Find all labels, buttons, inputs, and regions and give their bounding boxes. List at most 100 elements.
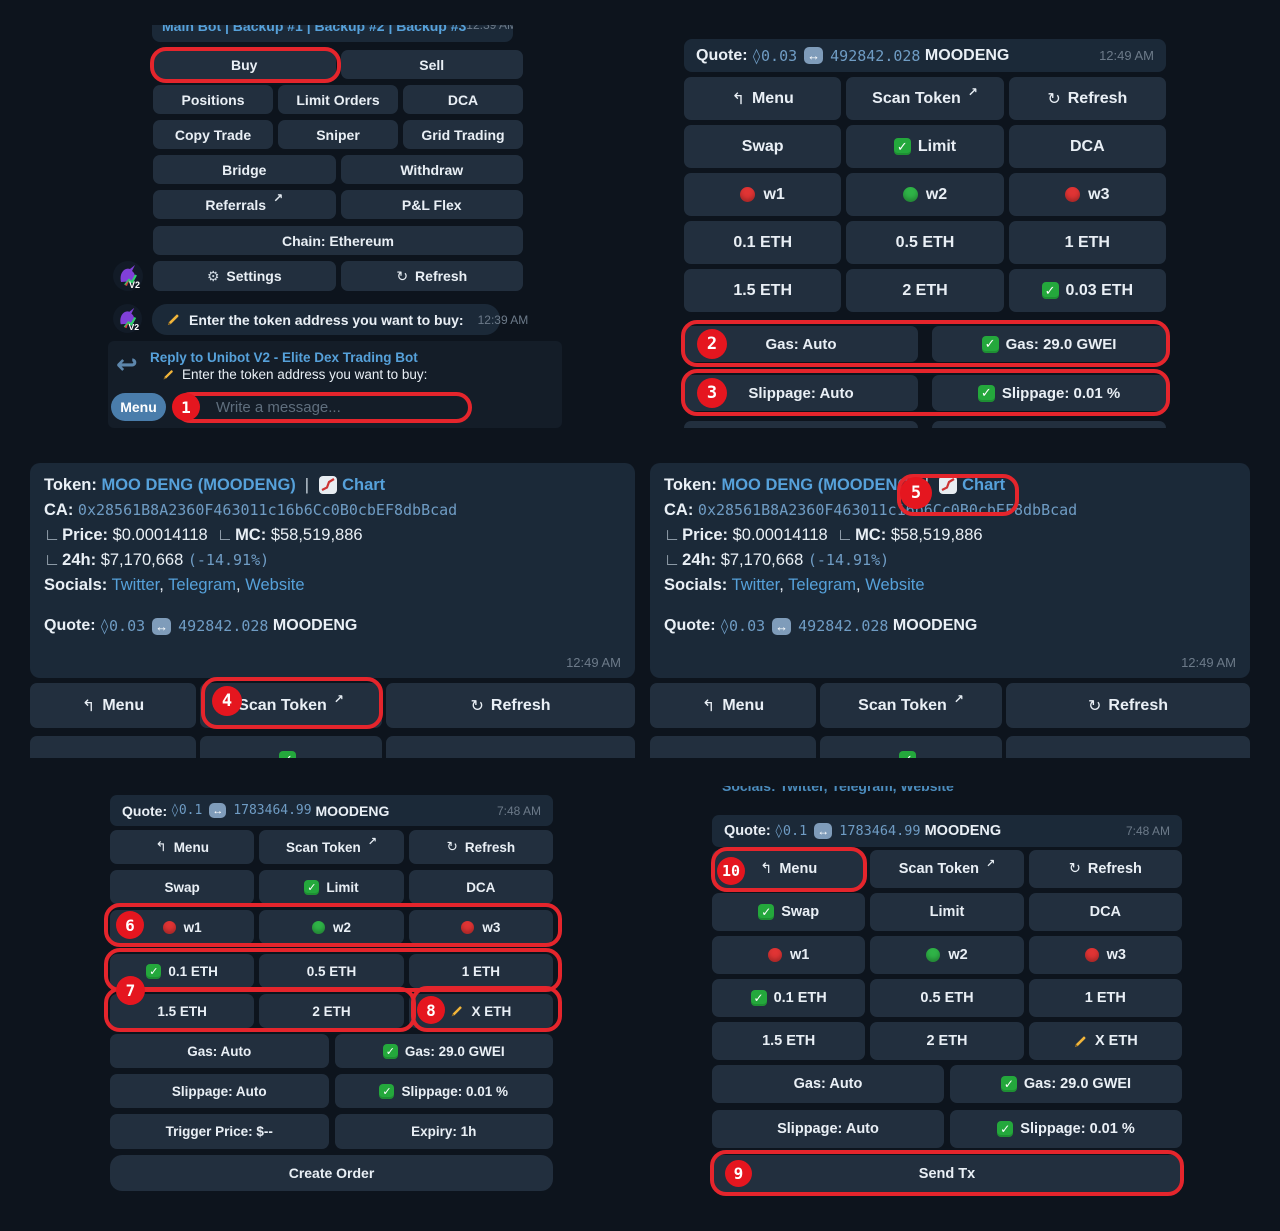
amount-1-5-eth-button[interactable]: 1.5 ETH	[110, 994, 255, 1028]
bridge-button[interactable]: Bridge	[153, 155, 336, 184]
amount-1-eth-button[interactable]: 1 ETH	[408, 954, 553, 988]
telegram-link[interactable]: Telegram	[788, 576, 857, 594]
gas-auto-button[interactable]: Gas: Auto	[712, 1065, 944, 1103]
withdraw-button[interactable]: Withdraw	[340, 155, 523, 184]
send-tx-button[interactable]: Send Tx	[712, 1155, 1182, 1193]
create-order-button[interactable]: Create Order	[110, 1155, 553, 1191]
bot-avatar[interactable]: V2	[113, 304, 142, 338]
amount-1-eth-button[interactable]: 1 ETH	[1008, 221, 1166, 264]
amount-0-1-eth-button[interactable]: ✓ 0.1 ETH	[110, 954, 255, 988]
reply-title[interactable]: Reply to Unibot V2 - Elite Dex Trading B…	[150, 350, 418, 365]
scan-token-button[interactable]: Scan Token ↗	[820, 683, 1002, 728]
limit-orders-button[interactable]: Limit Orders	[278, 85, 398, 114]
wallet-3-button[interactable]: w3	[1008, 173, 1166, 216]
chart-icon	[319, 476, 338, 494]
slippage-auto-button[interactable]: Slippage: Auto	[712, 1110, 944, 1148]
amount-0-1-eth-button[interactable]: ✓ 0.1 ETH	[712, 979, 866, 1017]
menu-button[interactable]: ↰ Menu	[110, 830, 255, 864]
refresh-button[interactable]: ↻ Refresh	[386, 683, 635, 728]
ca-line: CA: 0x28561B8A2360F463011c16b6Cc0B0cbEF8…	[664, 501, 1078, 519]
gas-auto-button[interactable]: Gas: Auto	[110, 1034, 329, 1068]
gas-auto-button[interactable]: Gas: Auto	[684, 326, 918, 362]
contract-address[interactable]: 0x28561B8A2360F463011c16b6Cc0B0cbEF8dbBc…	[697, 501, 1078, 519]
pnl-flex-button[interactable]: P&L Flex	[340, 190, 523, 219]
slippage-auto-button[interactable]: Slippage: Auto	[110, 1074, 329, 1108]
wallet-3-button[interactable]: w3	[1028, 936, 1182, 974]
swap-tab-button[interactable]: Swap	[110, 870, 255, 904]
amount-0-5-eth-button[interactable]: 0.5 ETH	[259, 954, 404, 988]
buy-button[interactable]: Buy	[153, 50, 336, 79]
amount-0-5-eth-button[interactable]: 0.5 ETH	[870, 979, 1024, 1017]
scan-token-button[interactable]: Scan Token ↗	[846, 77, 1004, 120]
clipped-button	[932, 421, 1166, 428]
message-input[interactable]: Write a message...	[216, 399, 341, 416]
referrals-button[interactable]: Referrals ↗	[153, 190, 336, 219]
wallet-2-button[interactable]: w2	[870, 936, 1024, 974]
positions-button[interactable]: Positions	[153, 85, 273, 114]
sniper-button[interactable]: Sniper	[278, 120, 398, 149]
amount-1-eth-button[interactable]: 1 ETH	[1028, 979, 1182, 1017]
wallet-1-button[interactable]: w1	[712, 936, 866, 974]
website-link[interactable]: Website	[245, 576, 305, 594]
scan-token-button[interactable]: Scan Token ↗	[870, 850, 1024, 888]
sell-button[interactable]: Sell	[340, 50, 523, 79]
slippage-value-button[interactable]: ✓ Slippage: 0.01 %	[950, 1110, 1182, 1148]
socials-line: Socials: Twitter, Telegram, Website	[664, 576, 925, 594]
dca-tab-button[interactable]: DCA	[1008, 125, 1166, 168]
limit-tab-button[interactable]: ✓ Limit	[846, 125, 1004, 168]
chain-button[interactable]: Chain: Ethereum	[153, 226, 523, 255]
menu-back-icon: ↰	[760, 861, 773, 877]
scan-token-button[interactable]: Scan Token ↗	[259, 830, 404, 864]
wallet-1-button[interactable]: w1	[684, 173, 842, 216]
chart-link[interactable]: Chart	[962, 475, 1006, 494]
wallet-3-button[interactable]: w3	[408, 910, 553, 944]
amount-2-eth-button[interactable]: 2 ETH	[870, 1022, 1024, 1060]
menu-button[interactable]: ↰ Menu	[650, 683, 816, 728]
amount-1-5-eth-button[interactable]: 1.5 ETH	[712, 1022, 866, 1060]
amount-1-5-eth-button[interactable]: 1.5 ETH	[684, 269, 842, 312]
limit-tab-button[interactable]: ✓ Limit	[259, 870, 404, 904]
slippage-value-button[interactable]: ✓ Slippage: 0.01 %	[334, 1074, 553, 1108]
chart-link[interactable]: Chart	[342, 475, 386, 494]
wallet-2-button[interactable]: w2	[846, 173, 1004, 216]
wallet-2-button[interactable]: w2	[259, 910, 404, 944]
bot-avatar[interactable]: V2	[113, 261, 143, 296]
menu-pill-button[interactable]: Menu	[111, 393, 166, 421]
website-link[interactable]: Website	[865, 576, 925, 594]
swap-tab-button[interactable]: ✓ Swap	[712, 893, 866, 931]
expiry-button[interactable]: Expiry: 1h	[334, 1114, 553, 1149]
dca-tab-button[interactable]: DCA	[1028, 893, 1182, 931]
refresh-button[interactable]: ↻ Refresh	[408, 830, 553, 864]
refresh-button[interactable]: ↻ Refresh	[340, 261, 523, 291]
menu-button[interactable]: ↰ Menu	[684, 77, 842, 120]
token-name-link[interactable]: MOO DENG (MOODENG)	[721, 475, 916, 494]
refresh-button[interactable]: ↻ Refresh	[1028, 850, 1182, 888]
gas-value-button[interactable]: ✓ Gas: 29.0 GWEI	[950, 1065, 1182, 1103]
amount-2-eth-button[interactable]: 2 ETH	[259, 994, 404, 1028]
telegram-link[interactable]: Telegram	[168, 576, 237, 594]
menu-button[interactable]: ↰ Menu	[30, 683, 196, 728]
bot-switch-links[interactable]: Main Bot | Backup #1 | Backup #2 | Backu…	[162, 25, 467, 34]
grid-trading-button[interactable]: Grid Trading	[403, 120, 523, 149]
amount-2-eth-button[interactable]: 2 ETH	[846, 269, 1004, 312]
amount-0-03-eth-button[interactable]: ✓ 0.03 ETH	[1008, 269, 1166, 312]
dca-tab-button[interactable]: DCA	[408, 870, 553, 904]
dca-button[interactable]: DCA	[403, 85, 523, 114]
trigger-price-button[interactable]: Trigger Price: $--	[110, 1114, 329, 1149]
twitter-link[interactable]: Twitter	[111, 576, 160, 594]
refresh-button[interactable]: ↻ Refresh	[1008, 77, 1166, 120]
amount-0-5-eth-button[interactable]: 0.5 ETH	[846, 221, 1004, 264]
copy-trade-button[interactable]: Copy Trade	[153, 120, 273, 149]
settings-button[interactable]: ⚙ Settings	[153, 261, 336, 291]
gas-value-button[interactable]: ✓ Gas: 29.0 GWEI	[932, 326, 1166, 362]
refresh-button[interactable]: ↻ Refresh	[1006, 683, 1250, 728]
token-name-link[interactable]: MOO DENG (MOODENG)	[101, 475, 296, 494]
amount-x-eth-button[interactable]: X ETH	[1028, 1022, 1182, 1060]
amount-0-1-eth-button[interactable]: 0.1 ETH	[684, 221, 842, 264]
limit-tab-button[interactable]: Limit	[870, 893, 1024, 931]
gas-value-button[interactable]: ✓ Gas: 29.0 GWEI	[334, 1034, 553, 1068]
twitter-link[interactable]: Twitter	[731, 576, 780, 594]
contract-address[interactable]: 0x28561B8A2360F463011c16b6Cc0B0cbEF8dbBc…	[77, 501, 458, 519]
swap-tab-button[interactable]: Swap	[684, 125, 842, 168]
slippage-value-button[interactable]: ✓ Slippage: 0.01 %	[932, 375, 1166, 411]
